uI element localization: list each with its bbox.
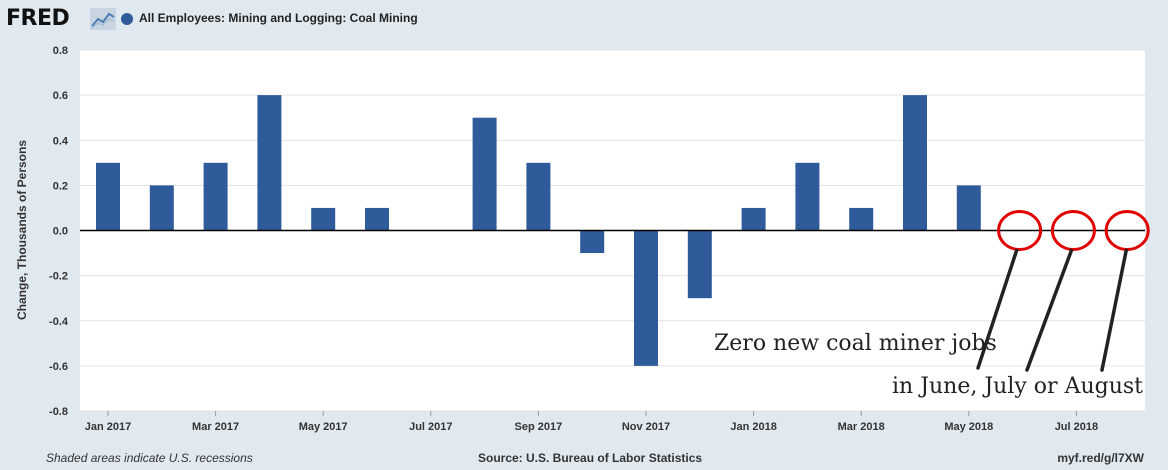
y-tick-label: -0.8 [49,406,68,418]
x-tick-label: Mar 2018 [838,421,885,433]
bar[interactable] [472,117,497,231]
annotation-circle [997,210,1043,251]
annotation-pointer [1100,248,1128,372]
bar[interactable] [903,95,927,231]
recession-note: Shaded areas indicate U.S. recessions [46,451,253,465]
bar[interactable] [149,185,174,231]
chart-area: 0.8 0.6 0.4 0.2 0.0 -0.2 -0.4 -0.6 -0.8 Jan 2017… [15,45,1150,433]
bar[interactable] [580,230,605,254]
annotation-line-2: in June, July or August [892,374,1143,399]
series-title[interactable]: All Employees: Mining and Logging: Coal … [139,11,418,25]
x-tick-label: Jul 2018 [1055,421,1098,433]
y-tick-label: 0.2 [53,180,68,192]
bar[interactable] [96,162,120,231]
x-tick-label: May 2017 [299,421,348,433]
x-tick-label: Jan 2018 [730,421,776,433]
logo-graph-icon [90,8,116,30]
bar[interactable] [741,207,766,231]
source-note: Source: U.S. Bureau of Labor Statistics [478,451,703,465]
y-tick-label: 0.8 [53,45,68,57]
series-legend-dot [121,13,133,25]
bar[interactable] [203,162,228,231]
annotation-pointer [1025,248,1074,372]
bar[interactable] [257,95,282,231]
annotation-pointer [976,248,1019,370]
x-tick-label: Sep 2017 [515,421,563,433]
y-tick-label: 0.6 [53,90,68,102]
fred-logo[interactable]: FRED [6,6,70,31]
bar[interactable] [634,230,658,366]
x-tick-label: Mar 2017 [192,421,239,433]
bar[interactable] [956,185,981,231]
bar[interactable] [365,207,389,231]
annotation-line-1: Zero new coal miner jobs [714,331,997,356]
bar[interactable] [795,162,820,231]
y-tick-label: -0.4 [49,316,69,328]
annotation-group: Zero new coal miner jobs in June, July or… [714,210,1150,399]
x-tick-label: Nov 2017 [622,421,670,433]
short-url-link[interactable]: myf.red/g/l7XW [1057,451,1144,465]
bar[interactable] [311,207,336,231]
x-tick-label: May 2018 [944,421,993,433]
bar[interactable] [849,207,874,231]
y-tick-label: 0.4 [53,135,69,147]
y-tick-label: 0.0 [53,226,68,238]
bar[interactable] [687,230,712,299]
x-tick-label: Jan 2017 [85,421,131,433]
chart-header: FRED All Employees: Mining and Logging: … [0,0,1168,40]
y-tick-label: -0.6 [49,361,68,373]
y-tick-label: -0.2 [49,271,68,283]
y-axis-title: Change, Thousands of Persons [15,140,29,320]
bar[interactable] [526,162,551,231]
x-tick-label: Jul 2017 [409,421,452,433]
annotation-circle [1050,210,1096,251]
